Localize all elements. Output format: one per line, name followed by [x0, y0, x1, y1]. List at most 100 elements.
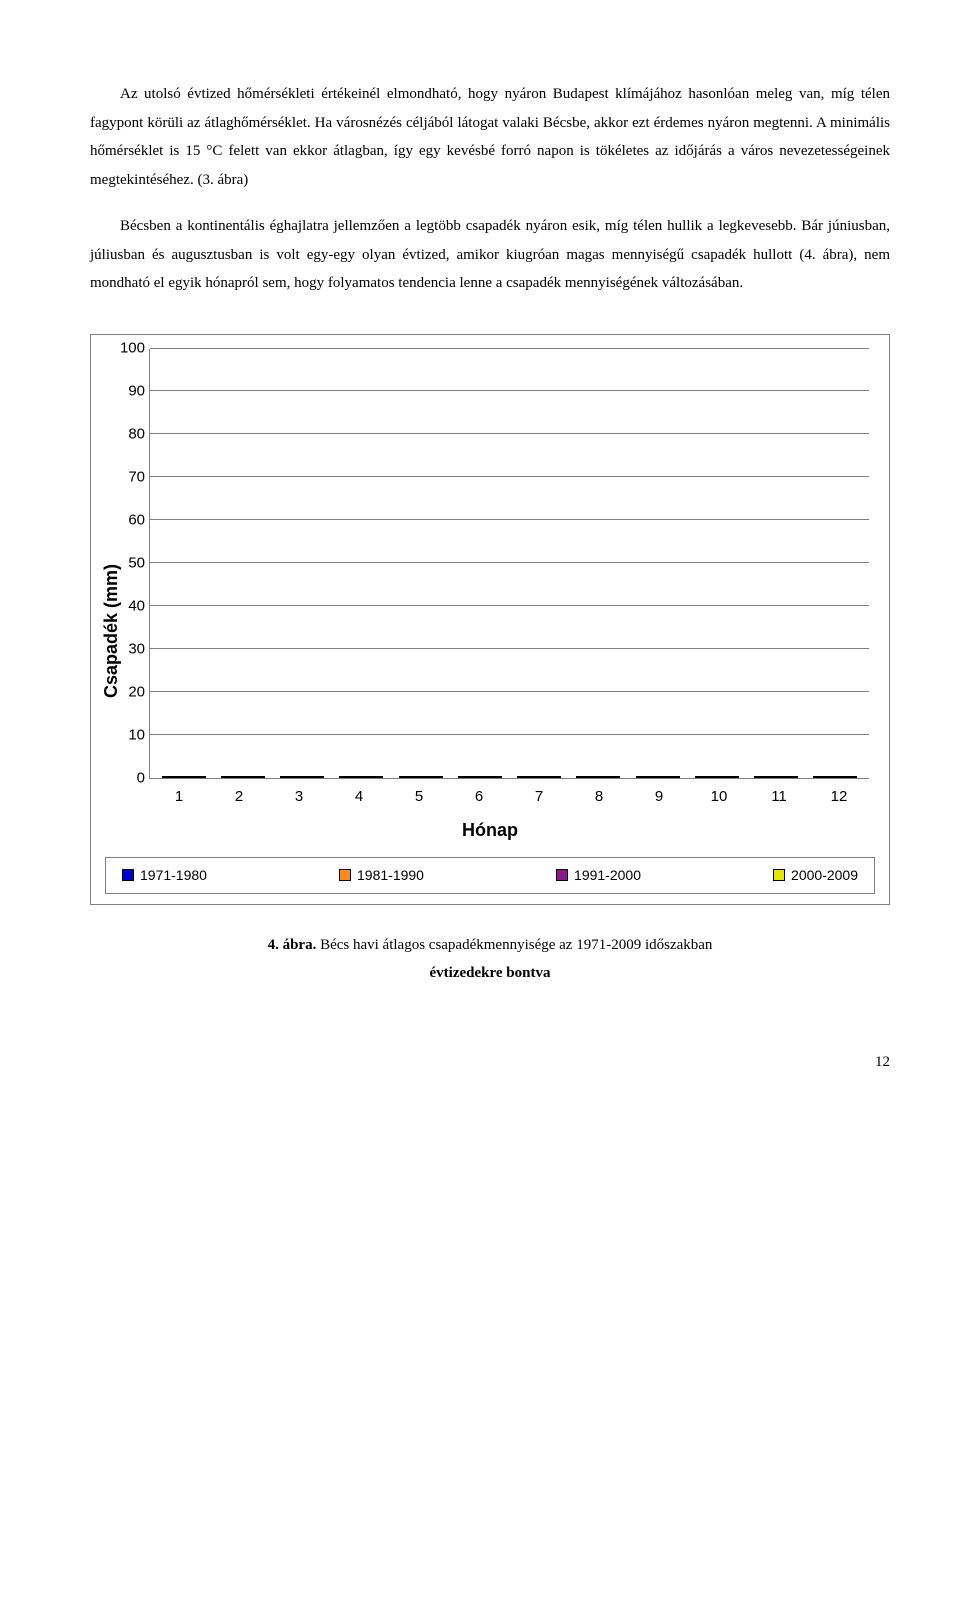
gridline [150, 734, 869, 735]
gridline [150, 519, 869, 520]
bar [350, 776, 361, 778]
y-axis: 0102030405060708090100 [117, 349, 149, 779]
precipitation-chart: Csapadék (mm) 0102030405060708090100 123… [90, 334, 890, 905]
bar [291, 776, 302, 778]
bar [754, 776, 765, 778]
page-number: 12 [90, 1048, 890, 1077]
chart-legend: 1971-1980 1981-1990 1991-2000 2000-2009 [105, 857, 875, 894]
y-tick-label: 40 [128, 592, 145, 621]
x-tick-label: 3 [269, 779, 329, 812]
bar [195, 776, 206, 778]
x-tick-label: 12 [809, 779, 869, 812]
bar [835, 776, 846, 778]
bar [280, 776, 291, 778]
bar [587, 776, 598, 778]
bar [813, 776, 824, 778]
x-axis: 123456789101112 [149, 779, 869, 812]
bar [539, 776, 550, 778]
y-tick-label: 0 [137, 764, 145, 793]
bar [695, 776, 706, 778]
x-tick-label: 11 [749, 779, 809, 812]
bar-group [334, 776, 389, 778]
bar [458, 776, 469, 778]
x-tick-label: 6 [449, 779, 509, 812]
bar-group [630, 776, 685, 778]
gridline [150, 390, 869, 391]
x-tick-label: 8 [569, 779, 629, 812]
y-tick-label: 30 [128, 635, 145, 664]
gridline [150, 691, 869, 692]
y-tick-label: 10 [128, 721, 145, 750]
x-tick-label: 10 [689, 779, 749, 812]
legend-swatch [556, 869, 568, 881]
bar-group [215, 776, 270, 778]
bar [609, 776, 620, 778]
bar-group [749, 776, 804, 778]
legend-swatch [122, 869, 134, 881]
bar [776, 776, 787, 778]
y-tick-label: 100 [120, 334, 145, 363]
caption-prefix: 4. ábra. [268, 937, 317, 953]
bar [232, 776, 243, 778]
y-tick-label: 90 [128, 377, 145, 406]
x-axis-label: Hónap [105, 813, 875, 847]
bar [339, 776, 350, 778]
bar [717, 776, 728, 778]
legend-label: 1971-1980 [140, 862, 207, 889]
y-tick-label: 50 [128, 549, 145, 578]
body-paragraph-2: Bécsben a kontinentális éghajlatra jelle… [90, 212, 890, 298]
gridline [150, 648, 869, 649]
bar [658, 776, 669, 778]
bar [432, 776, 443, 778]
bar [173, 776, 184, 778]
bar [302, 776, 313, 778]
bar [765, 776, 776, 778]
bar [162, 776, 173, 778]
bar [254, 776, 265, 778]
bar [728, 776, 739, 778]
gridline [150, 476, 869, 477]
bar [550, 776, 561, 778]
legend-swatch [339, 869, 351, 881]
bar [184, 776, 195, 778]
bar [669, 776, 680, 778]
x-tick-label: 9 [629, 779, 689, 812]
bar [243, 776, 254, 778]
bar [824, 776, 835, 778]
bar [706, 776, 717, 778]
legend-swatch [773, 869, 785, 881]
plot-area [149, 349, 869, 779]
bar [399, 776, 410, 778]
bar [372, 776, 383, 778]
bar-group [689, 776, 744, 778]
bar-group [275, 776, 330, 778]
bar [598, 776, 609, 778]
bar [361, 776, 372, 778]
bar [421, 776, 432, 778]
y-tick-label: 80 [128, 420, 145, 449]
legend-item: 1971-1980 [122, 862, 207, 889]
bar-group [393, 776, 448, 778]
bar-group [808, 776, 863, 778]
bar [313, 776, 324, 778]
legend-label: 2000-2009 [791, 862, 858, 889]
bar-group [156, 776, 211, 778]
legend-item: 1981-1990 [339, 862, 424, 889]
bar-group [512, 776, 567, 778]
legend-label: 1991-2000 [574, 862, 641, 889]
bar [480, 776, 491, 778]
gridline [150, 562, 869, 563]
bar [636, 776, 647, 778]
bar [469, 776, 480, 778]
gridline [150, 433, 869, 434]
legend-item: 1991-2000 [556, 862, 641, 889]
x-tick-label: 4 [329, 779, 389, 812]
bar [221, 776, 232, 778]
bar [491, 776, 502, 778]
body-paragraph-1: Az utolsó évtized hőmérsékleti értékeiné… [90, 80, 890, 194]
legend-label: 1981-1990 [357, 862, 424, 889]
x-tick-label: 5 [389, 779, 449, 812]
bar [576, 776, 587, 778]
y-tick-label: 70 [128, 463, 145, 492]
x-tick-label: 7 [509, 779, 569, 812]
